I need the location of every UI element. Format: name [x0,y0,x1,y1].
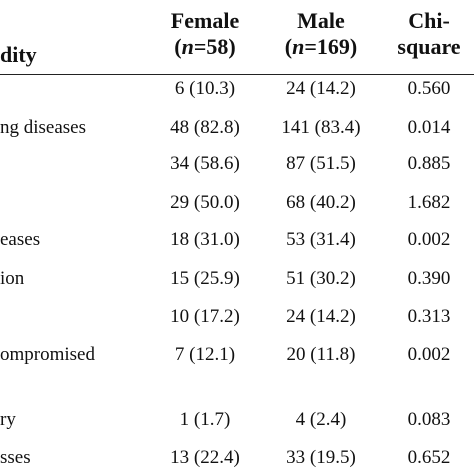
female-value: 18 (31.0) [170,229,240,250]
chi-value: 0.083 [407,409,451,430]
header-chi-line2: square [397,34,461,59]
chi-value: 0.002 [407,229,451,250]
chi-value: 0.652 [407,447,451,468]
male-value: 33 (19.5) [286,447,356,468]
chi-value: 0.885 [407,153,451,174]
row-label: ry [0,409,16,430]
header-female-n: (n=58) [174,34,236,59]
female-value: 48 (82.8) [170,117,240,138]
header-comorbidity: dity [0,42,37,67]
header-female-title: Female [170,8,240,33]
male-value: 24 (14.2) [286,306,356,327]
header-male: Male (n=169) [262,8,380,60]
row-label: eases [0,229,41,250]
chi-value: 0.390 [407,268,451,289]
male-value: 4 (2.4) [295,409,347,430]
header-male-title: Male [297,8,345,33]
female-value: 7 (12.1) [174,344,236,365]
female-value: 6 (10.3) [174,78,236,99]
female-value: 34 (58.6) [170,153,240,174]
female-value: 15 (25.9) [170,268,240,289]
male-value: 141 (83.4) [281,117,361,138]
female-value: 1 (1.7) [179,409,231,430]
male-value: 53 (31.4) [286,229,356,250]
chi-value: 0.014 [407,117,451,138]
female-value: 10 (17.2) [170,306,240,327]
header-male-n: (n=169) [284,34,358,59]
row-label: ompromised [0,344,95,365]
male-value: 87 (51.5) [286,153,356,174]
male-value: 68 (40.2) [286,192,356,213]
header-chi-line1: Chi- [408,8,450,33]
male-value: 24 (14.2) [286,78,356,99]
row-label: sses [0,447,31,468]
female-value: 29 (50.0) [170,192,240,213]
chi-value: 1.682 [407,192,451,213]
female-value: 13 (22.4) [170,447,240,468]
header-rule [0,74,474,75]
chi-value: 0.560 [407,78,451,99]
male-value: 51 (30.2) [286,268,356,289]
row-label: ng diseases [0,117,87,138]
row-label: ion [0,268,25,289]
chi-value: 0.002 [407,344,451,365]
header-chi-square: Chi- square [384,8,474,60]
header-female: Female (n=58) [150,8,260,60]
chi-value: 0.313 [407,306,451,327]
male-value: 20 (11.8) [286,344,356,365]
